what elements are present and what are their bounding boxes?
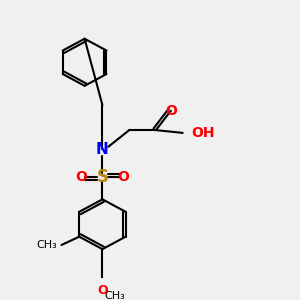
Text: N: N (96, 142, 109, 157)
Text: O: O (76, 170, 88, 184)
Text: O: O (117, 170, 129, 184)
Text: S: S (96, 168, 108, 186)
Text: OH: OH (192, 126, 215, 140)
Text: O: O (165, 104, 177, 118)
Text: O: O (97, 284, 108, 297)
Text: CH₃: CH₃ (104, 291, 125, 300)
Text: CH₃: CH₃ (36, 240, 57, 250)
